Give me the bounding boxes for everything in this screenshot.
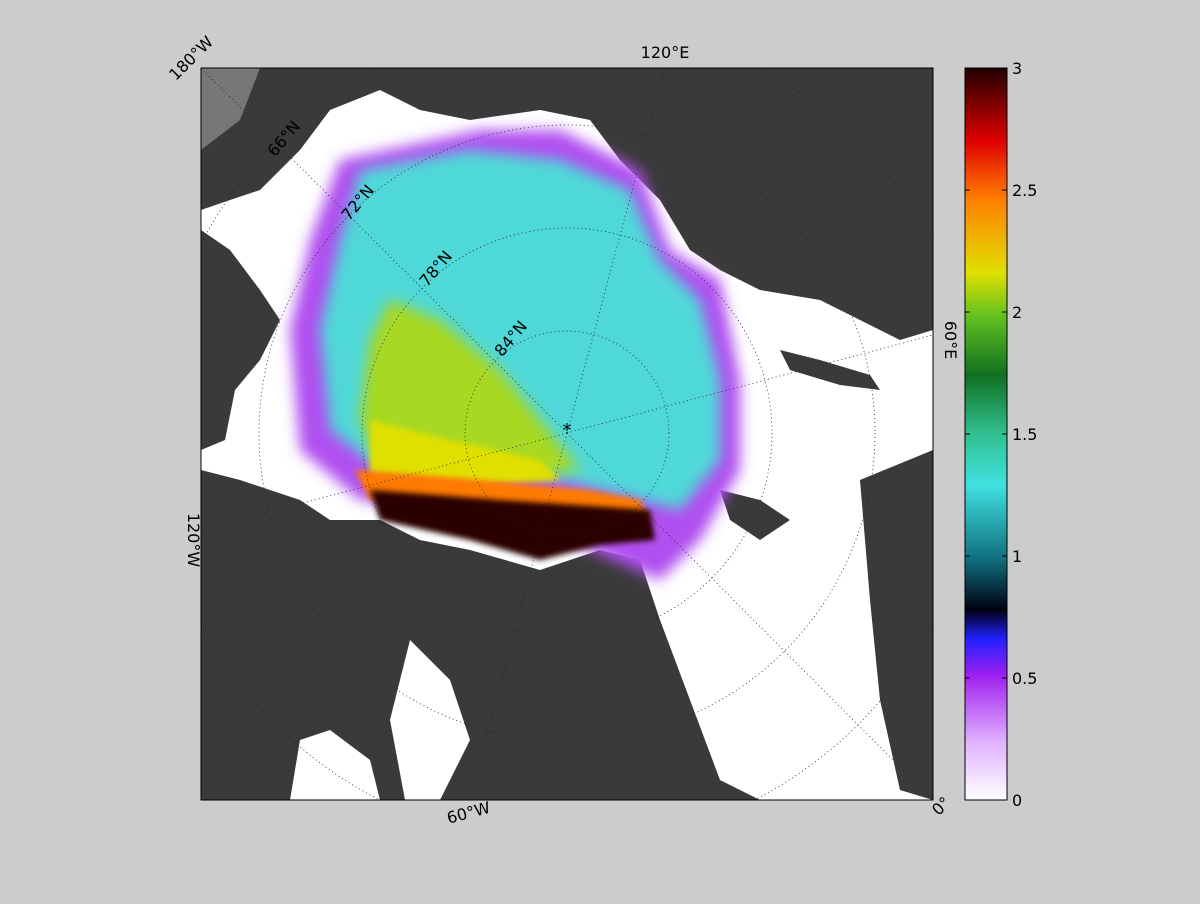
colorbar-tick-label: 3 [1012, 59, 1022, 78]
colorbar-tick-label: 2 [1012, 303, 1022, 322]
sea-ice [290, 130, 740, 580]
longitude-label: 60°W [445, 798, 493, 828]
graticule [201, 68, 933, 800]
land-mask [201, 68, 260, 150]
longitude-label: 120°E [641, 43, 690, 62]
colorbar-tick-label: 0.5 [1012, 669, 1037, 688]
longitude-label: 120°W [184, 513, 203, 568]
colorbar-tick-label: 1.5 [1012, 425, 1037, 444]
pole-marker: * [563, 420, 572, 441]
colorbar-tick-label: 1 [1012, 547, 1022, 566]
land [201, 68, 933, 800]
colorbar [964, 67, 1008, 801]
colorbar-tick-label: 2.5 [1012, 181, 1037, 200]
map: * [201, 68, 933, 800]
longitude-label: 60°E [941, 321, 960, 359]
map-frame [200, 67, 934, 801]
colorbar-tick-label: 0 [1012, 791, 1022, 810]
